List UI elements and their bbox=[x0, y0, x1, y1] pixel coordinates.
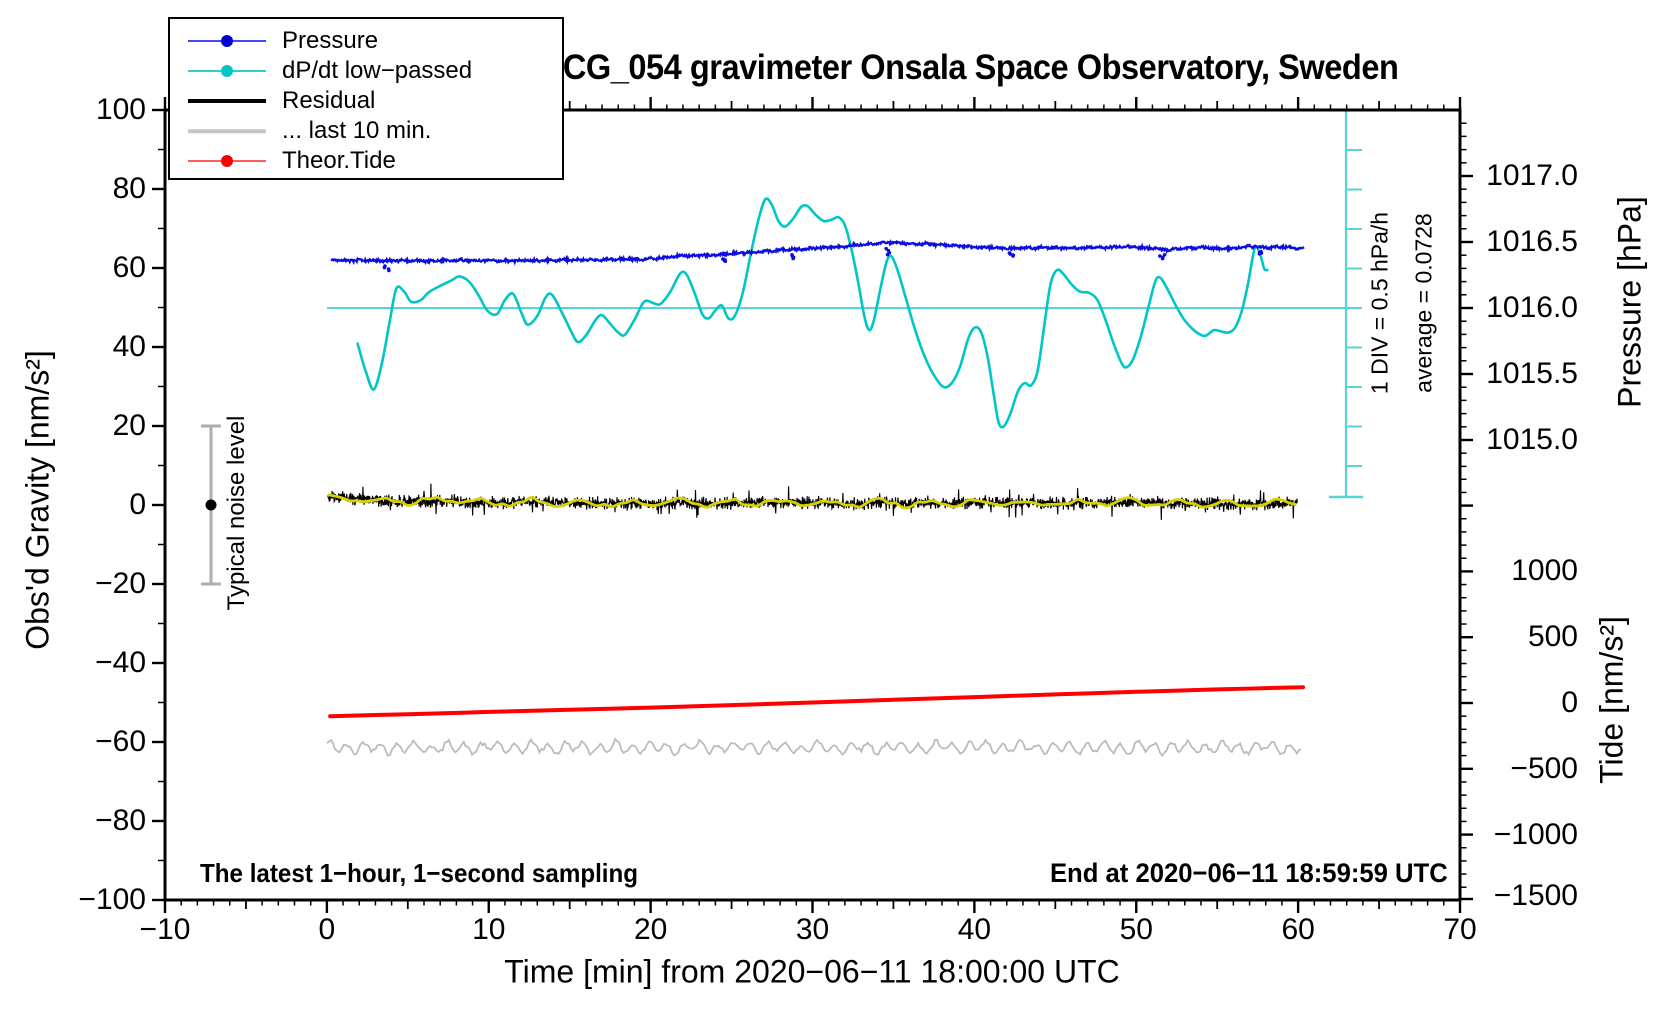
pressure-dropout-dot bbox=[1257, 252, 1262, 256]
legend-label: Theor.Tide bbox=[282, 147, 396, 174]
pressure-dropout-dot bbox=[1008, 252, 1013, 256]
noise-bar-dot bbox=[205, 499, 217, 511]
legend-sample-line bbox=[188, 61, 266, 81]
pressure-dropout-dot bbox=[1162, 253, 1167, 257]
pressure-dropout-dot bbox=[791, 256, 795, 261]
last-10-min-curve bbox=[326, 737, 1302, 758]
legend-box: Pressure dP/dt low−passed Residual ... last… bbox=[168, 17, 564, 180]
pressure-curve bbox=[330, 238, 1305, 266]
legend-sample-line bbox=[188, 121, 266, 141]
legend-label: Residual bbox=[282, 87, 376, 114]
legend-label: dP/dt low−passed bbox=[282, 57, 473, 84]
pressure-dropout-dot bbox=[1160, 256, 1165, 261]
legend-item-2: Residual bbox=[170, 86, 562, 116]
legend-item-1: dP/dt low−passed bbox=[170, 56, 562, 86]
theor-tide-curve bbox=[328, 685, 1305, 719]
legend-sample-line bbox=[188, 151, 266, 171]
legend-label: Pressure bbox=[282, 27, 379, 54]
residual-smoothed-curve bbox=[327, 493, 1297, 510]
legend-sample-dot bbox=[221, 35, 233, 47]
legend-rows: Pressure dP/dt low−passed Residual ... last… bbox=[170, 26, 562, 176]
legend-item-3: ... last 10 min. bbox=[170, 116, 562, 146]
legend-item-4: Theor.Tide bbox=[170, 146, 562, 176]
plot-frame bbox=[163, 108, 1462, 902]
pressure-dropout-dot bbox=[382, 265, 387, 270]
legend-sample-line bbox=[188, 91, 266, 111]
legend-sample-dot bbox=[221, 155, 233, 167]
pressure-dropout-dot bbox=[1011, 254, 1015, 258]
pressure-dropout-dot bbox=[387, 268, 391, 273]
pressure-dropout-dot bbox=[885, 252, 890, 257]
legend-sample-line bbox=[188, 31, 266, 51]
pressure-dropout-dot bbox=[723, 259, 728, 264]
dpdt-curve bbox=[356, 197, 1269, 429]
pressure-dropout-dot bbox=[1158, 254, 1162, 258]
legend-label: ... last 10 min. bbox=[282, 117, 432, 144]
legend-item-0: Pressure bbox=[170, 26, 562, 56]
legend-sample-dot bbox=[221, 65, 233, 77]
